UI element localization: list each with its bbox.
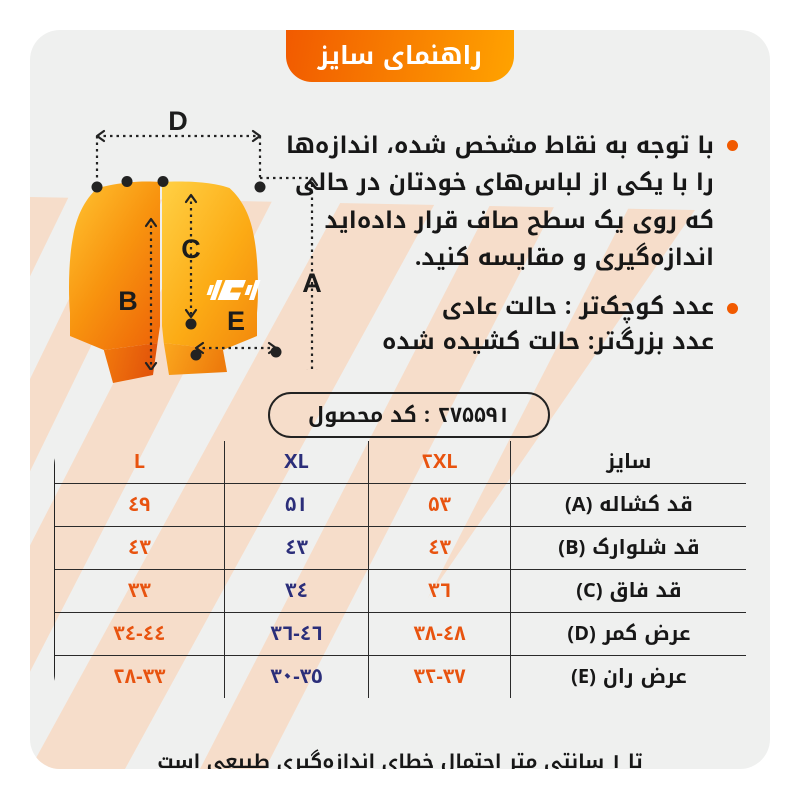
svg-text:E: E	[227, 306, 245, 336]
svg-text:C: C	[181, 234, 201, 264]
svg-text:B: B	[118, 286, 138, 316]
svg-text:D: D	[168, 106, 188, 136]
